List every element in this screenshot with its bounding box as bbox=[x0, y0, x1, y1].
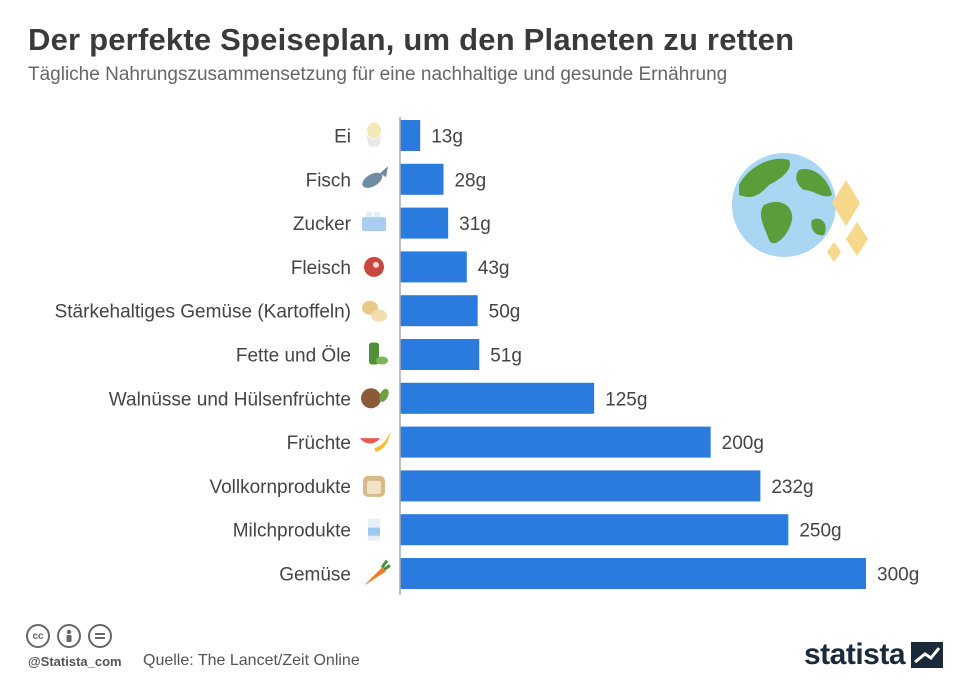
nut-icon bbox=[361, 388, 389, 409]
category-label-9: Milchprodukte bbox=[233, 521, 351, 542]
value-label-5: 51g bbox=[490, 346, 522, 367]
bar-1 bbox=[400, 163, 444, 195]
category-label-5: Fette und Öle bbox=[236, 346, 351, 367]
bar-chart: 13g Ei 28g Fisch 31g Zucker 43g Fleisch 50g Stärk… bbox=[55, 117, 919, 595]
equals-icon bbox=[88, 624, 112, 648]
logo-text: statista bbox=[804, 638, 906, 671]
milk-icon bbox=[368, 518, 380, 541]
value-label-8: 232g bbox=[771, 477, 813, 498]
category-label-10: Gemüse bbox=[279, 565, 351, 586]
chart-title: Der perfekte Speiseplan, um den Planeten… bbox=[28, 22, 795, 57]
category-label-2: Zucker bbox=[293, 214, 352, 235]
value-label-2: 31g bbox=[459, 214, 491, 235]
category-label-0: Ei bbox=[334, 127, 351, 148]
bar-8 bbox=[400, 470, 761, 502]
meat-icon bbox=[364, 256, 384, 277]
category-label-1: Fisch bbox=[306, 170, 351, 191]
bread-icon bbox=[363, 475, 385, 497]
footer-source: Quelle: The Lancet/Zeit Online bbox=[143, 652, 360, 669]
category-label-4: Stärkehaltiges Gemüse (Kartoffeln) bbox=[55, 302, 351, 323]
statista-logo: statista bbox=[804, 638, 944, 672]
fruit-icon bbox=[360, 432, 390, 453]
bar-2 bbox=[400, 207, 449, 239]
statista-logo-icon bbox=[911, 642, 944, 668]
value-label-7: 200g bbox=[722, 433, 764, 454]
person-icon bbox=[57, 624, 81, 648]
category-label-6: Walnüsse und Hülsenfrüchte bbox=[109, 389, 351, 410]
value-label-10: 300g bbox=[877, 565, 919, 586]
license-icons: cc bbox=[26, 624, 112, 648]
bar-0 bbox=[400, 120, 421, 151]
bar-10 bbox=[400, 558, 866, 589]
category-label-7: Früchte bbox=[287, 433, 351, 454]
value-label-6: 125g bbox=[605, 389, 647, 410]
bar-3 bbox=[400, 251, 467, 283]
value-label-9: 250g bbox=[799, 521, 841, 542]
bar-5 bbox=[400, 339, 480, 370]
value-label-3: 43g bbox=[478, 258, 510, 279]
value-label-4: 50g bbox=[489, 302, 521, 323]
sugar-icon bbox=[362, 212, 386, 232]
value-label-1: 28g bbox=[454, 170, 486, 191]
bar-7 bbox=[400, 426, 711, 458]
oil-icon bbox=[369, 342, 388, 365]
potato-icon bbox=[362, 300, 387, 322]
egg-icon bbox=[366, 122, 382, 147]
globe-icon bbox=[732, 153, 836, 257]
bar-9 bbox=[400, 514, 789, 546]
category-label-8: Vollkornprodukte bbox=[209, 477, 351, 498]
category-label-3: Fleisch bbox=[291, 258, 351, 279]
fish-icon bbox=[362, 166, 388, 188]
footer-handle: @Statista_com bbox=[28, 654, 122, 669]
carrot-icon bbox=[364, 559, 391, 586]
value-label-0: 13g bbox=[431, 127, 463, 148]
chart-subtitle: Tägliche Nahrungszusammensetzung für ein… bbox=[28, 64, 728, 85]
bar-6 bbox=[400, 382, 595, 414]
sparkle-icon bbox=[827, 180, 868, 262]
bar-4 bbox=[400, 295, 478, 327]
cc-icon: cc bbox=[26, 624, 50, 648]
